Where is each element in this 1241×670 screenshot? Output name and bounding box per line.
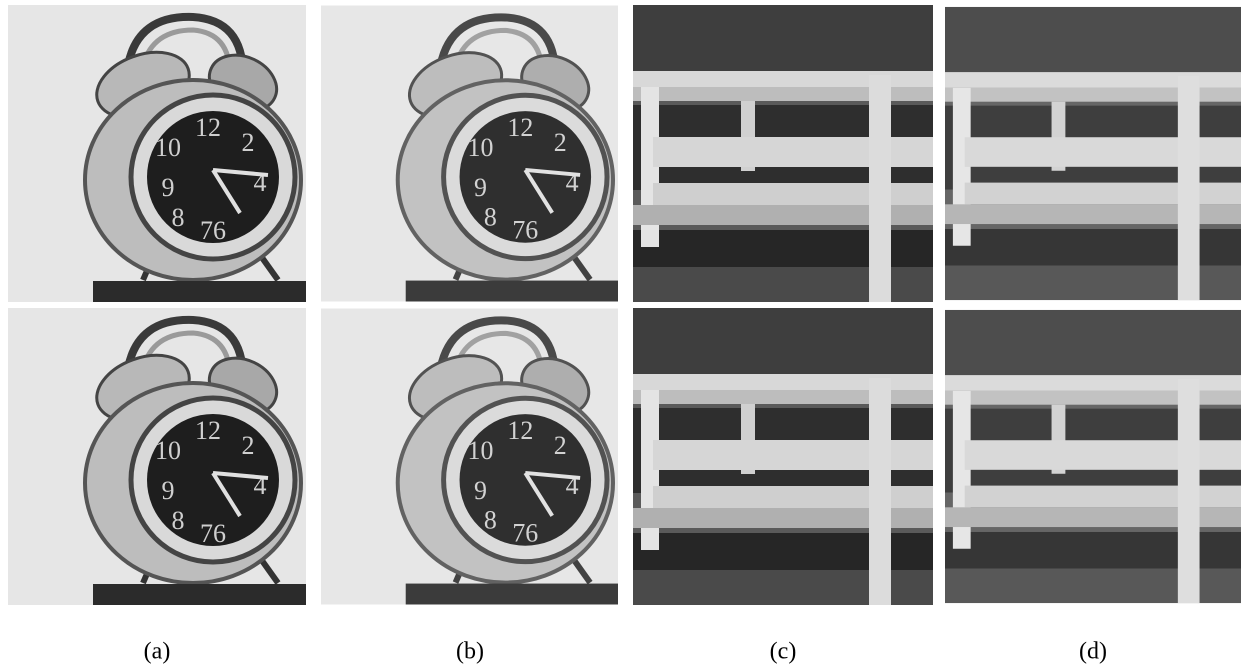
image-c-bottom [633,308,933,605]
caption: (c) [770,639,797,665]
caption: (b) [456,639,484,665]
image-c-top [633,5,933,302]
figure: 12 2 4 76 9 8 10 [0,0,1241,665]
image-b-top [321,5,618,301]
image-b-bottom [321,308,618,604]
caption: (d) [1079,639,1107,665]
image-d-bottom [945,310,1241,603]
image-d-top [945,7,1241,300]
image-a-top [8,5,306,302]
image-a-bottom [8,308,306,605]
caption: (a) [144,639,171,665]
